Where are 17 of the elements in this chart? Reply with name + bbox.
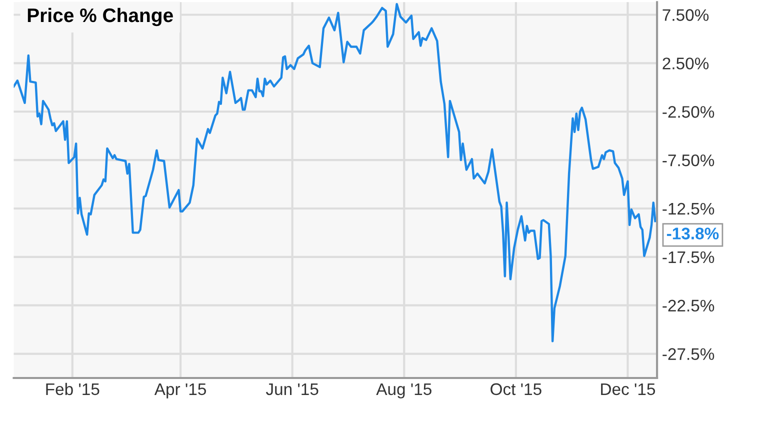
y-tick-label: -2.50% xyxy=(662,106,714,118)
line-series xyxy=(14,2,656,342)
y-tick-label: -12.5% xyxy=(662,202,714,215)
annotation: -13.8% xyxy=(666,228,719,240)
y-tick-label: 2.50% xyxy=(662,58,709,70)
x-tick-label: Oct '15 xyxy=(490,383,542,396)
y-tick-label: 7.50% xyxy=(662,9,709,21)
x-tick-label: Dec '15 xyxy=(601,383,656,396)
x-tick-label: Jun '15 xyxy=(266,383,318,396)
y-tick-label: -22.5% xyxy=(662,300,714,312)
x-tick-label: Aug '15 xyxy=(376,383,432,398)
y-tick-label: -7.50% xyxy=(662,154,714,166)
chart-title: Price % Change xyxy=(28,8,173,26)
x-tick-label: Apr '15 xyxy=(154,383,206,398)
y-tick-label: -17.5% xyxy=(662,251,714,264)
y-tick-label: -27.5% xyxy=(662,348,714,360)
x-tick-label: Feb '15 xyxy=(46,382,100,396)
